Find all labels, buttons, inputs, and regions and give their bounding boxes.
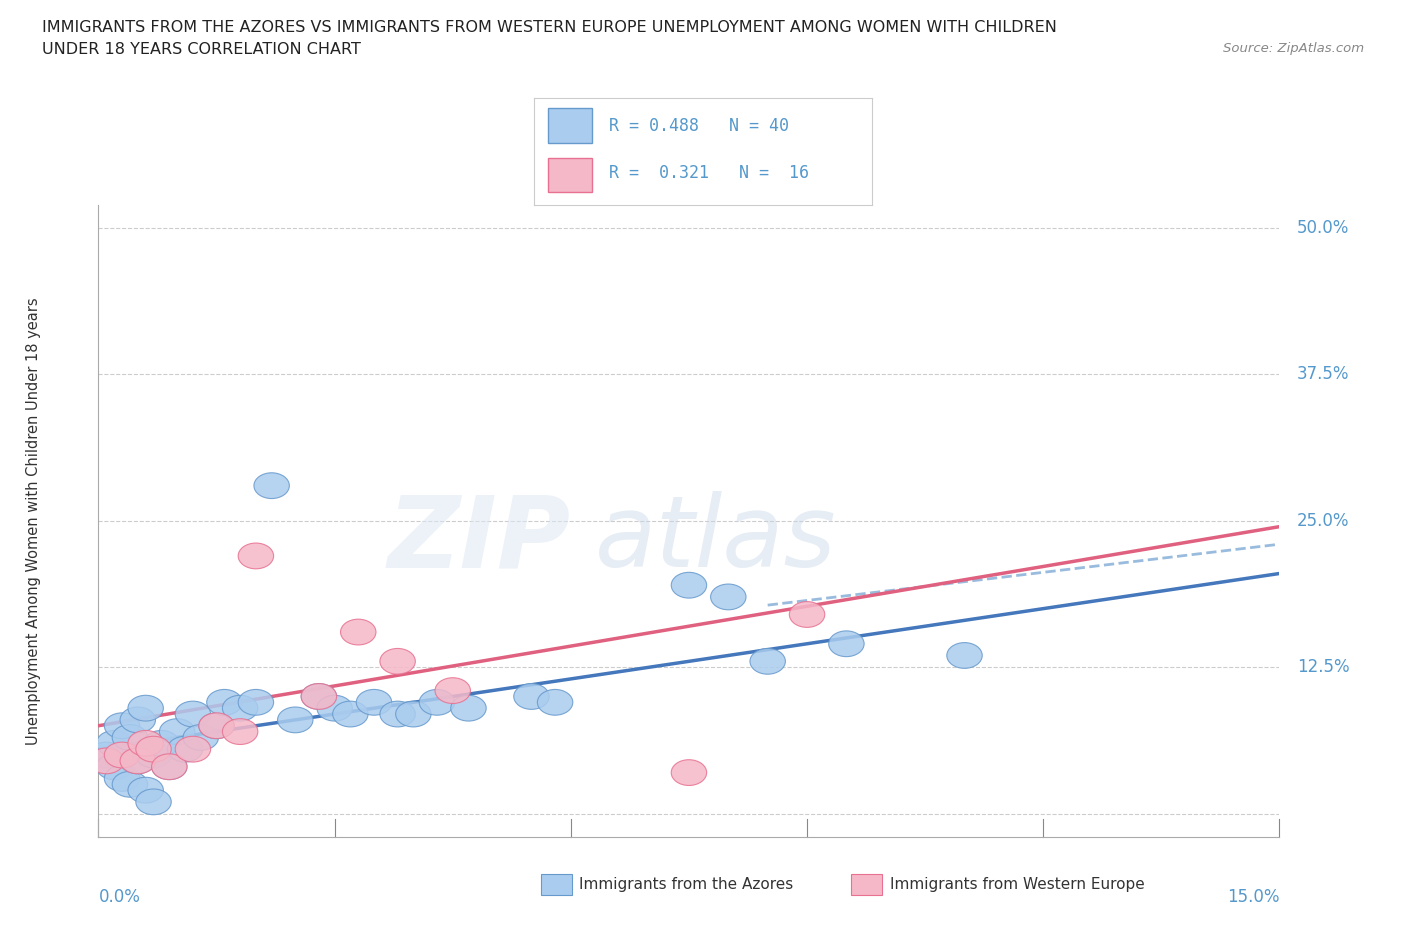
Ellipse shape bbox=[333, 701, 368, 727]
Ellipse shape bbox=[128, 696, 163, 721]
Ellipse shape bbox=[198, 713, 235, 738]
Ellipse shape bbox=[537, 689, 572, 715]
Text: 25.0%: 25.0% bbox=[1298, 512, 1350, 530]
Ellipse shape bbox=[183, 724, 218, 751]
Ellipse shape bbox=[198, 713, 235, 738]
Ellipse shape bbox=[277, 707, 314, 733]
Ellipse shape bbox=[513, 684, 550, 710]
Ellipse shape bbox=[143, 730, 179, 756]
Ellipse shape bbox=[89, 742, 124, 768]
Ellipse shape bbox=[254, 472, 290, 498]
Ellipse shape bbox=[710, 584, 747, 610]
Ellipse shape bbox=[207, 689, 242, 715]
Ellipse shape bbox=[434, 678, 471, 703]
Ellipse shape bbox=[112, 771, 148, 797]
Ellipse shape bbox=[238, 689, 274, 715]
Ellipse shape bbox=[356, 689, 392, 715]
Text: Source: ZipAtlas.com: Source: ZipAtlas.com bbox=[1223, 42, 1364, 55]
Ellipse shape bbox=[152, 754, 187, 779]
Ellipse shape bbox=[671, 572, 707, 598]
Text: UNDER 18 YEARS CORRELATION CHART: UNDER 18 YEARS CORRELATION CHART bbox=[42, 42, 361, 57]
Text: 0.0%: 0.0% bbox=[98, 887, 141, 906]
Text: Immigrants from Western Europe: Immigrants from Western Europe bbox=[890, 877, 1144, 892]
Ellipse shape bbox=[120, 707, 156, 733]
Text: ZIP: ZIP bbox=[388, 491, 571, 589]
Ellipse shape bbox=[222, 696, 257, 721]
Ellipse shape bbox=[120, 748, 156, 774]
Ellipse shape bbox=[97, 754, 132, 779]
Ellipse shape bbox=[380, 648, 415, 674]
Ellipse shape bbox=[167, 737, 202, 762]
Text: 50.0%: 50.0% bbox=[1298, 219, 1350, 237]
Ellipse shape bbox=[749, 648, 786, 674]
Ellipse shape bbox=[828, 631, 865, 657]
Ellipse shape bbox=[159, 719, 195, 745]
Ellipse shape bbox=[340, 619, 375, 644]
Ellipse shape bbox=[238, 543, 274, 569]
Text: 15.0%: 15.0% bbox=[1227, 887, 1279, 906]
FancyBboxPatch shape bbox=[548, 157, 592, 192]
Ellipse shape bbox=[128, 730, 163, 756]
Ellipse shape bbox=[104, 713, 139, 738]
Ellipse shape bbox=[89, 748, 124, 774]
Text: 37.5%: 37.5% bbox=[1298, 365, 1350, 383]
Ellipse shape bbox=[451, 696, 486, 721]
Ellipse shape bbox=[176, 701, 211, 727]
Text: R = 0.488   N = 40: R = 0.488 N = 40 bbox=[609, 117, 789, 135]
Ellipse shape bbox=[946, 643, 983, 669]
Ellipse shape bbox=[128, 777, 163, 803]
Text: R =  0.321   N =  16: R = 0.321 N = 16 bbox=[609, 164, 808, 182]
Ellipse shape bbox=[97, 730, 132, 756]
Ellipse shape bbox=[104, 765, 139, 791]
Ellipse shape bbox=[789, 602, 825, 628]
Ellipse shape bbox=[222, 719, 257, 745]
Ellipse shape bbox=[316, 696, 353, 721]
Text: atlas: atlas bbox=[595, 491, 837, 589]
Text: IMMIGRANTS FROM THE AZORES VS IMMIGRANTS FROM WESTERN EUROPE UNEMPLOYMENT AMONG : IMMIGRANTS FROM THE AZORES VS IMMIGRANTS… bbox=[42, 20, 1057, 35]
Ellipse shape bbox=[152, 754, 187, 779]
Text: Unemployment Among Women with Children Under 18 years: Unemployment Among Women with Children U… bbox=[25, 297, 41, 745]
Ellipse shape bbox=[136, 742, 172, 768]
Ellipse shape bbox=[671, 760, 707, 786]
Ellipse shape bbox=[136, 789, 172, 815]
Ellipse shape bbox=[395, 701, 432, 727]
Ellipse shape bbox=[419, 689, 454, 715]
FancyBboxPatch shape bbox=[548, 109, 592, 142]
Ellipse shape bbox=[176, 737, 211, 762]
Ellipse shape bbox=[112, 724, 148, 751]
Ellipse shape bbox=[120, 748, 156, 774]
Ellipse shape bbox=[104, 742, 139, 768]
Text: Immigrants from the Azores: Immigrants from the Azores bbox=[579, 877, 793, 892]
Ellipse shape bbox=[301, 684, 336, 710]
Ellipse shape bbox=[380, 701, 415, 727]
Ellipse shape bbox=[301, 684, 336, 710]
Text: 12.5%: 12.5% bbox=[1298, 658, 1350, 676]
Ellipse shape bbox=[136, 737, 172, 762]
